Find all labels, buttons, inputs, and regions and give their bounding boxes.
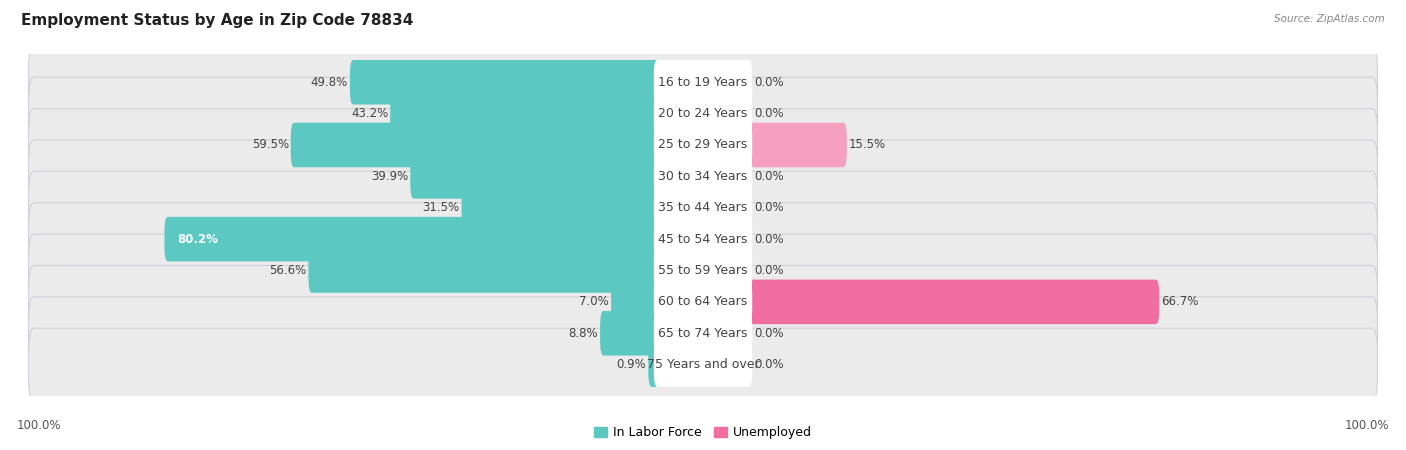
FancyBboxPatch shape [654, 185, 752, 230]
Text: 0.0%: 0.0% [754, 233, 783, 246]
FancyBboxPatch shape [654, 154, 752, 198]
Text: 0.0%: 0.0% [754, 264, 783, 277]
Text: 66.7%: 66.7% [1161, 295, 1198, 308]
FancyBboxPatch shape [612, 279, 661, 324]
Text: 25 to 29 Years: 25 to 29 Years [658, 139, 748, 152]
Text: 20 to 24 Years: 20 to 24 Years [658, 107, 748, 120]
FancyBboxPatch shape [654, 123, 752, 167]
Text: 100.0%: 100.0% [17, 419, 62, 432]
Text: 30 to 34 Years: 30 to 34 Years [658, 170, 748, 183]
Text: 16 to 19 Years: 16 to 19 Years [658, 76, 748, 89]
Text: 0.9%: 0.9% [617, 358, 647, 371]
FancyBboxPatch shape [461, 185, 661, 230]
Text: 15.5%: 15.5% [849, 139, 886, 152]
FancyBboxPatch shape [28, 202, 1378, 275]
Text: 65 to 74 Years: 65 to 74 Years [658, 327, 748, 340]
Text: Employment Status by Age in Zip Code 78834: Employment Status by Age in Zip Code 788… [21, 14, 413, 28]
FancyBboxPatch shape [600, 311, 661, 356]
Text: 43.2%: 43.2% [352, 107, 388, 120]
Text: 100.0%: 100.0% [1344, 419, 1389, 432]
FancyBboxPatch shape [654, 342, 752, 387]
FancyBboxPatch shape [654, 91, 752, 136]
FancyBboxPatch shape [654, 217, 752, 261]
Text: 80.2%: 80.2% [177, 233, 218, 246]
Text: 49.8%: 49.8% [311, 76, 347, 89]
FancyBboxPatch shape [654, 311, 752, 356]
Text: 0.0%: 0.0% [754, 170, 783, 183]
FancyBboxPatch shape [654, 248, 752, 293]
Text: 55 to 59 Years: 55 to 59 Years [658, 264, 748, 277]
FancyBboxPatch shape [28, 328, 1378, 401]
Text: 0.0%: 0.0% [754, 201, 783, 214]
Text: 45 to 54 Years: 45 to 54 Years [658, 233, 748, 246]
FancyBboxPatch shape [350, 60, 661, 104]
Text: 8.8%: 8.8% [568, 327, 598, 340]
FancyBboxPatch shape [308, 248, 661, 293]
Text: 7.0%: 7.0% [579, 295, 609, 308]
Text: 39.9%: 39.9% [371, 170, 408, 183]
Text: 31.5%: 31.5% [422, 201, 460, 214]
FancyBboxPatch shape [28, 171, 1378, 244]
Text: 60 to 64 Years: 60 to 64 Years [658, 295, 748, 308]
FancyBboxPatch shape [391, 91, 661, 136]
FancyBboxPatch shape [291, 123, 661, 167]
Text: 59.5%: 59.5% [252, 139, 288, 152]
FancyBboxPatch shape [28, 297, 1378, 369]
Text: 56.6%: 56.6% [269, 264, 307, 277]
FancyBboxPatch shape [28, 108, 1378, 181]
FancyBboxPatch shape [648, 342, 661, 387]
FancyBboxPatch shape [28, 234, 1378, 307]
FancyBboxPatch shape [28, 140, 1378, 213]
FancyBboxPatch shape [411, 154, 661, 198]
FancyBboxPatch shape [654, 60, 752, 104]
Text: Source: ZipAtlas.com: Source: ZipAtlas.com [1274, 14, 1385, 23]
FancyBboxPatch shape [28, 266, 1378, 338]
Text: 0.0%: 0.0% [754, 107, 783, 120]
Text: 35 to 44 Years: 35 to 44 Years [658, 201, 748, 214]
FancyBboxPatch shape [654, 279, 752, 324]
FancyBboxPatch shape [28, 77, 1378, 150]
Text: 75 Years and over: 75 Years and over [647, 358, 759, 371]
FancyBboxPatch shape [745, 123, 846, 167]
FancyBboxPatch shape [28, 46, 1378, 119]
Text: 0.0%: 0.0% [754, 358, 783, 371]
FancyBboxPatch shape [165, 217, 661, 261]
Legend: In Labor Force, Unemployed: In Labor Force, Unemployed [589, 422, 817, 445]
Text: 0.0%: 0.0% [754, 327, 783, 340]
Text: 0.0%: 0.0% [754, 76, 783, 89]
FancyBboxPatch shape [745, 279, 1159, 324]
